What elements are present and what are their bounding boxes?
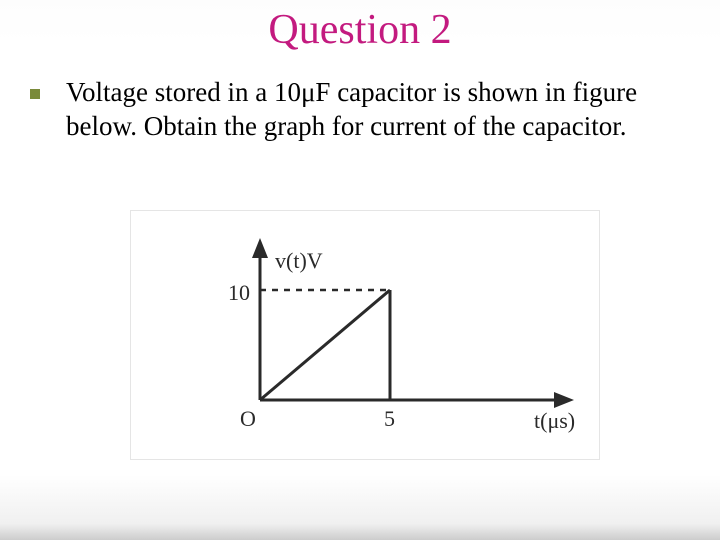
bullet-row: Voltage stored in a 10μF capacitor is sh…	[30, 76, 690, 144]
voltage-time-chart: v(t)V 10 O 5 t(μs)	[130, 210, 600, 460]
slide-title: Question 2	[0, 6, 720, 54]
x-axis-arrow-icon	[554, 392, 574, 408]
origin-label: O	[240, 406, 256, 431]
y-axis-arrow-icon	[252, 238, 268, 258]
ramp-segment	[260, 290, 390, 400]
x-axis-label: t(μs)	[534, 408, 575, 433]
x-tick-5: 5	[384, 406, 395, 431]
y-axis-label: v(t)V	[275, 248, 323, 273]
bullet-icon	[30, 89, 40, 99]
slide: Question 2 Voltage stored in a 10μF capa…	[0, 0, 720, 540]
y-tick-10: 10	[228, 280, 250, 305]
question-text: Voltage stored in a 10μF capacitor is sh…	[66, 76, 690, 144]
chart-container: v(t)V 10 O 5 t(μs)	[130, 210, 600, 460]
